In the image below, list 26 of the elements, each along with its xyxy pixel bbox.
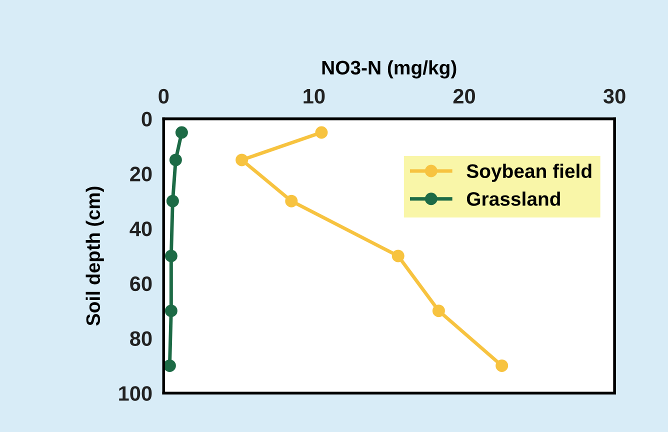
legend-label: Grassland (466, 192, 560, 206)
y-tick-label: 80 (130, 331, 152, 346)
point (432, 304, 445, 318)
point (392, 250, 404, 262)
legend-label: Soybean field (466, 164, 592, 182)
y-axis-title: Soil depth (cm) (86, 186, 104, 326)
y-tick-label: 60 (130, 276, 152, 292)
x-tick-label: 20 (453, 88, 475, 104)
x-tick-label: 30 (603, 88, 626, 104)
y-tick-label: 40 (130, 222, 152, 236)
point (164, 359, 176, 372)
point (285, 194, 298, 208)
point (166, 194, 179, 208)
point (236, 154, 248, 166)
point (315, 126, 328, 139)
y-tick-label: 0 (142, 112, 152, 127)
point (175, 126, 188, 139)
x-tick-label: 0 (158, 88, 169, 104)
point (496, 359, 508, 372)
y-tick-label: 20 (130, 166, 152, 182)
point (164, 304, 178, 318)
point (169, 154, 182, 166)
point (164, 250, 178, 262)
x-axis-title: NO3-N (mg/kg) (322, 60, 456, 78)
y-tick-label: 100 (119, 386, 152, 401)
x-tick-label: 10 (304, 88, 325, 104)
